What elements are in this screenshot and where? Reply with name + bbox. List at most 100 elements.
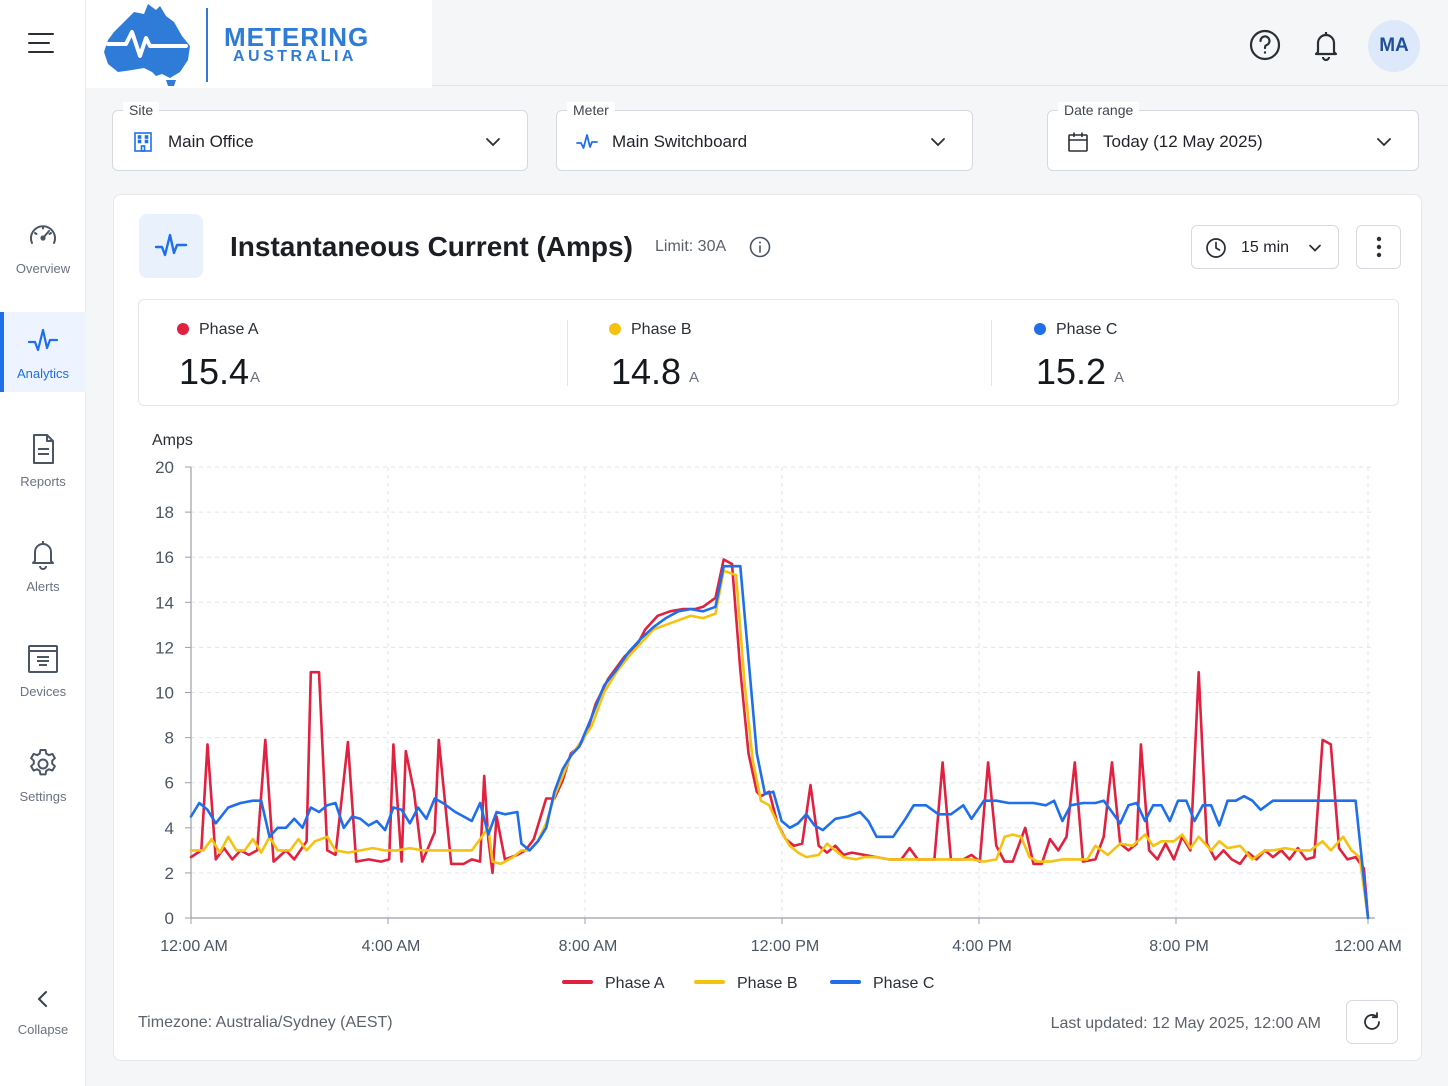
meter-select[interactable]: Meter Main Switchboard [556, 102, 973, 171]
brand-logo[interactable]: METERING AUSTRALIA [86, 0, 432, 88]
x-tick-label: 12:00 AM [160, 938, 228, 955]
more-options-button[interactable] [1356, 225, 1401, 269]
phase-a-unit: A [250, 369, 261, 386]
chevron-down-icon [931, 138, 945, 147]
chevron-left-icon [37, 991, 47, 1007]
panel-title: Instantaneous Current (Amps) [230, 231, 633, 262]
legend-item-phase-b: Phase B [694, 975, 797, 992]
user-avatar[interactable]: MA [1368, 20, 1420, 72]
legend-label: Phase B [737, 975, 797, 992]
x-tick-label: 12:00 AM [1334, 938, 1402, 955]
phase-c-name: Phase C [1056, 321, 1118, 338]
phase-b-dot [609, 323, 621, 335]
x-tick-label: 4:00 AM [362, 938, 421, 955]
y-tick-label: 16 [155, 548, 174, 567]
y-tick-label: 14 [155, 593, 174, 612]
site-select-value: Main Office [168, 132, 254, 151]
gear-icon [30, 748, 56, 775]
nav-settings-label: Settings [19, 788, 67, 804]
phase-c-dot [1034, 323, 1046, 335]
legend-item-phase-c: Phase C [830, 975, 934, 992]
legend-label: Phase A [605, 975, 665, 992]
collapse-label: Collapse [17, 1022, 69, 1037]
calendar-icon [1068, 132, 1088, 152]
pulse-icon [576, 134, 598, 149]
nav-alerts[interactable]: Alerts [0, 525, 86, 605]
interval-value: 15 min [1241, 239, 1290, 256]
collapse-button[interactable]: Collapse [0, 988, 86, 1050]
y-tick-label: 6 [165, 774, 174, 793]
nav-analytics-label: Analytics [16, 365, 70, 381]
help-circle-icon[interactable] [1247, 27, 1283, 63]
series-line-phase-b [189, 569, 1370, 920]
nav-alerts-label: Alerts [26, 578, 60, 594]
bell-icon[interactable] [1308, 27, 1344, 63]
date-range-value: Today (12 May 2025) [1103, 132, 1263, 151]
phase-a-name: Phase A [199, 321, 259, 338]
interval-select[interactable]: 15 min [1191, 225, 1339, 269]
legend-item-phase-a: Phase A [562, 975, 665, 992]
phase-a-dot [177, 323, 189, 335]
series-line-phase-c [189, 564, 1370, 920]
meter-select-label: Meter [567, 102, 615, 118]
y-tick-label: 4 [165, 819, 174, 838]
phase-b-name: Phase B [631, 321, 692, 338]
y-tick-label: 0 [165, 909, 174, 928]
current-limit-text: Limit: 30A [655, 238, 727, 255]
meter-select-value: Main Switchboard [612, 132, 748, 151]
current-chart-card: Instantaneous Current (Amps) Limit: 30A … [113, 194, 1422, 1061]
phase-a-summary: Phase A 15.4 A [177, 300, 557, 405]
nav-overview-label: Overview [15, 260, 71, 276]
chevron-down-icon [1377, 138, 1391, 147]
chevron-down-icon [1309, 244, 1321, 252]
y-tick-label: 10 [155, 684, 174, 703]
x-tick-label: 12:00 PM [751, 938, 819, 955]
date-range-select[interactable]: Date range Today (12 May 2025) [1047, 102, 1419, 171]
site-select-label: Site [123, 102, 160, 118]
date-range-label: Date range [1058, 102, 1140, 118]
clock-icon [1206, 238, 1226, 258]
pulse-icon [27, 328, 59, 351]
nav-analytics[interactable]: Analytics [0, 312, 86, 392]
phase-divider [991, 320, 992, 386]
document-icon [33, 433, 54, 464]
last-updated-text: Last updated: 12 May 2025, 12:00 AM [1050, 1015, 1321, 1032]
refresh-icon [1364, 1012, 1380, 1030]
y-tick-label: 18 [155, 503, 174, 522]
phase-b-summary: Phase B 14.8 A [609, 300, 989, 405]
phase-c-unit: A [1114, 369, 1125, 386]
phase-a-value: 15.4 [179, 351, 250, 392]
pulse-icon [154, 233, 188, 257]
y-tick-label: 8 [165, 729, 174, 748]
logo-divider [206, 8, 208, 82]
nav-reports-label: Reports [20, 473, 66, 489]
phase-c-summary: Phase C 15.2 A [1034, 300, 1394, 405]
phase-c-value: 15.2 [1036, 351, 1107, 392]
y-tick-label: 12 [155, 638, 174, 657]
header-divider [432, 85, 1448, 86]
phase-b-unit: A [689, 369, 700, 386]
y-axis-label: Amps [152, 432, 193, 449]
chevron-down-icon [486, 138, 500, 147]
info-icon[interactable] [749, 236, 771, 258]
nav-settings[interactable]: Settings [0, 735, 86, 815]
nav-devices[interactable]: Devices [0, 630, 86, 710]
nav-overview[interactable]: Overview [0, 207, 86, 287]
site-select[interactable]: Site Main Office [112, 102, 528, 171]
panel-icon-box [139, 214, 203, 278]
brand-line2: AUSTRALIA [233, 48, 357, 65]
brand-line1: METERING [224, 22, 370, 52]
x-tick-label: 4:00 PM [952, 938, 1012, 955]
refresh-button[interactable] [1346, 1000, 1398, 1044]
x-tick-label: 8:00 PM [1149, 938, 1209, 955]
series-line-phase-a [189, 558, 1370, 920]
gauge-icon [30, 224, 56, 244]
hamburger-menu-icon[interactable] [28, 33, 58, 57]
x-tick-label: 8:00 AM [559, 938, 618, 955]
nav-reports[interactable]: Reports [0, 420, 86, 500]
kebab-menu-icon [1376, 236, 1381, 258]
australia-pulse-logo-icon [104, 4, 190, 86]
side-nav: Overview Analytics Reports Alerts Device… [0, 0, 86, 1086]
legend-label: Phase C [873, 975, 934, 992]
current-line-chart: 0 2 4 6 8 10 12 14 16 18 20 12:00 AM 4:00 AM 8:00 AM 1… [152, 432, 1402, 992]
